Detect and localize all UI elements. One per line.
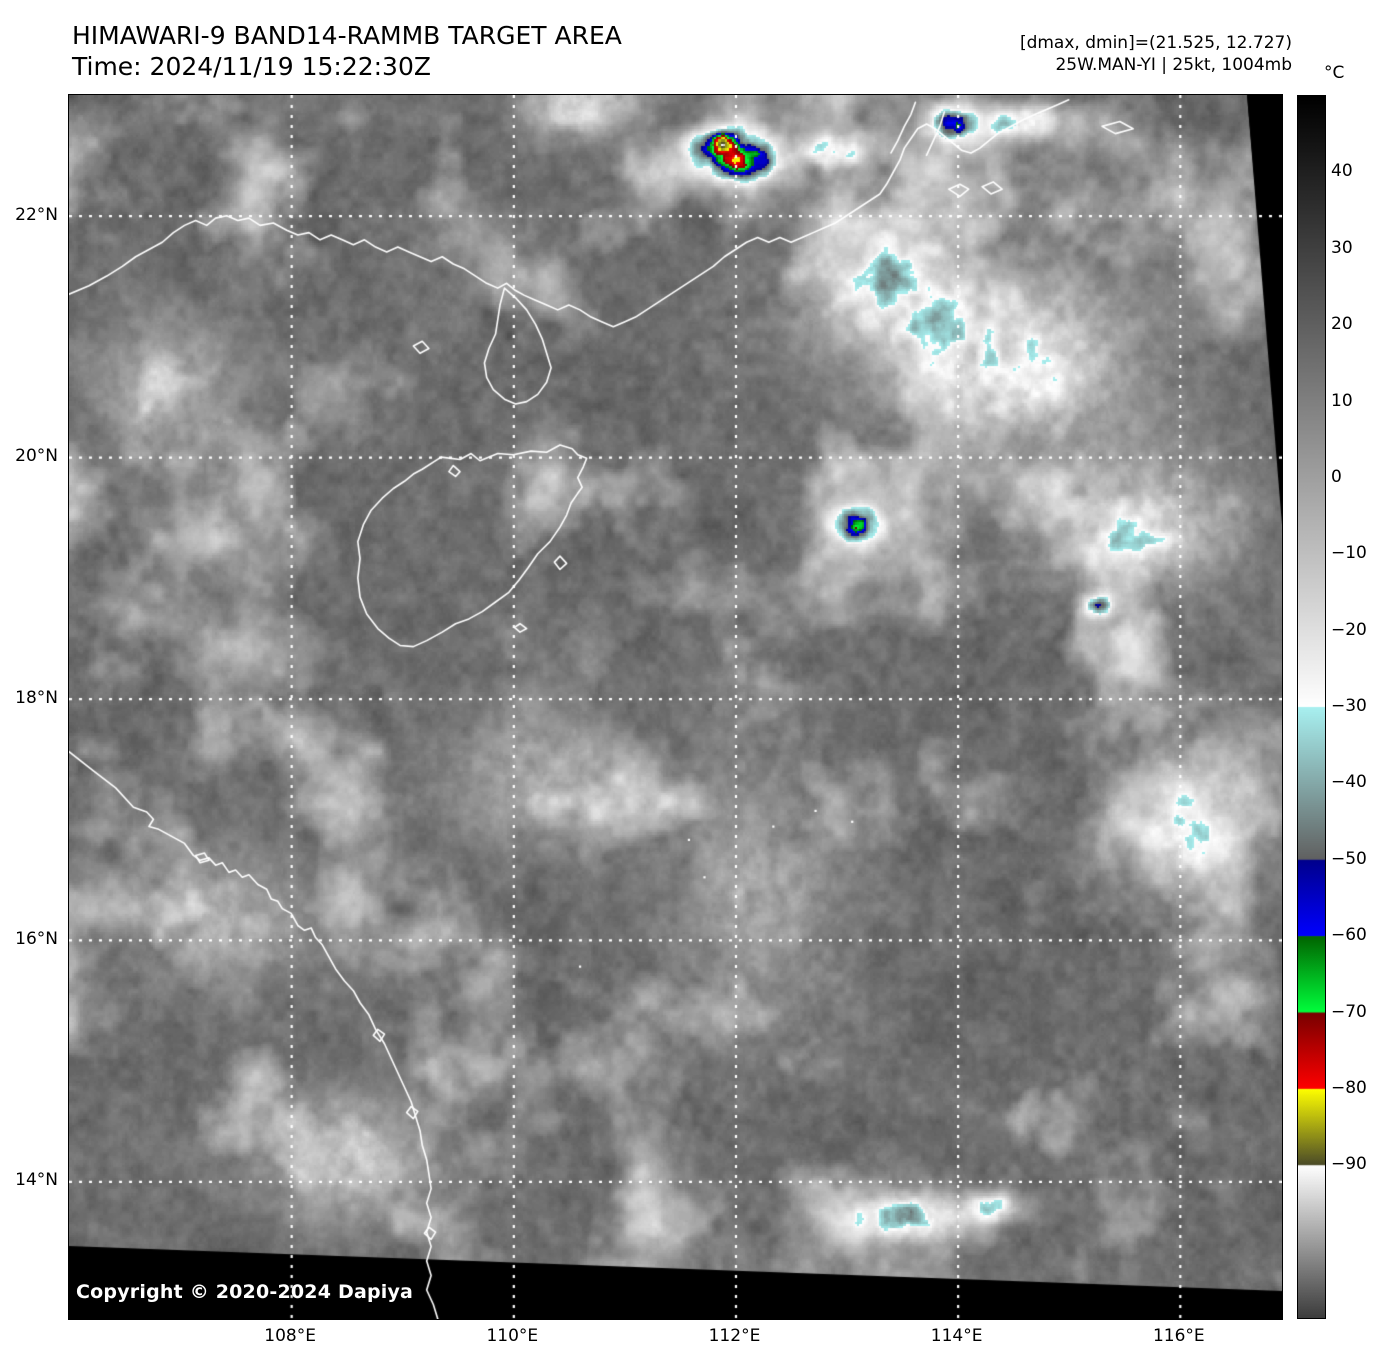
header-right: [dmax, dmin]=(21.525, 12.727) 25W.MAN-YI… <box>1020 32 1292 76</box>
colorbar-tick--80: −80 <box>1331 1077 1367 1098</box>
colorbar-tick--60: −60 <box>1331 925 1367 946</box>
lat-tick-18: 18°N <box>15 687 58 708</box>
lon-tick-112: 112°E <box>708 1326 761 1346</box>
colorbar-tick-0: 0 <box>1331 466 1342 487</box>
lat-tick-14: 14°N <box>15 1170 58 1191</box>
satellite-imagery-canvas <box>69 95 1282 1319</box>
lat-tick-20: 20°N <box>15 446 58 467</box>
colorbar-tick-20: 20 <box>1331 314 1353 335</box>
lon-tick-108: 108°E <box>264 1326 317 1346</box>
copyright-label: Copyright © 2020-2024 Dapiya <box>76 1281 414 1303</box>
colorbar-unit-label: °C <box>1324 63 1345 83</box>
colorbar-tick--30: −30 <box>1331 696 1367 716</box>
lat-tick-22: 22°N <box>15 204 58 225</box>
temperature-colorbar[interactable] <box>1297 95 1326 1319</box>
colorbar-gradient <box>1298 96 1325 1318</box>
colorbar-tick-40: 40 <box>1331 161 1353 182</box>
lon-tick-114: 114°E <box>930 1326 983 1346</box>
colorbar-tick--20: −20 <box>1331 619 1367 640</box>
lat-tick-16: 16°N <box>15 928 58 949</box>
colorbar-tick--10: −10 <box>1331 543 1367 564</box>
colorbar-tick--40: −40 <box>1331 772 1367 793</box>
storm-label: 25W.MAN-YI | 25kt, 1004mb <box>1055 55 1292 75</box>
colorbar-tick--70: −70 <box>1331 1001 1367 1022</box>
colorbar-tick--50: −50 <box>1331 848 1367 869</box>
header-left: HIMAWARI-9 BAND14-RAMMB TARGET AREA Time… <box>72 20 622 82</box>
colorbar-tick-30: 30 <box>1331 237 1353 258</box>
lon-tick-116: 116°E <box>1152 1326 1205 1346</box>
dminmax-label: [dmax, dmin]=(21.525, 12.727) <box>1019 33 1292 53</box>
map-plot-area[interactable] <box>68 94 1283 1320</box>
lon-tick-110: 110°E <box>486 1326 539 1346</box>
page-title: HIMAWARI-9 BAND14-RAMMB TARGET AREA <box>72 21 622 50</box>
colorbar-tick--90: −90 <box>1331 1154 1367 1175</box>
timestamp: Time: 2024/11/19 15:22:30Z <box>72 52 431 81</box>
colorbar-tick-10: 10 <box>1331 390 1353 411</box>
